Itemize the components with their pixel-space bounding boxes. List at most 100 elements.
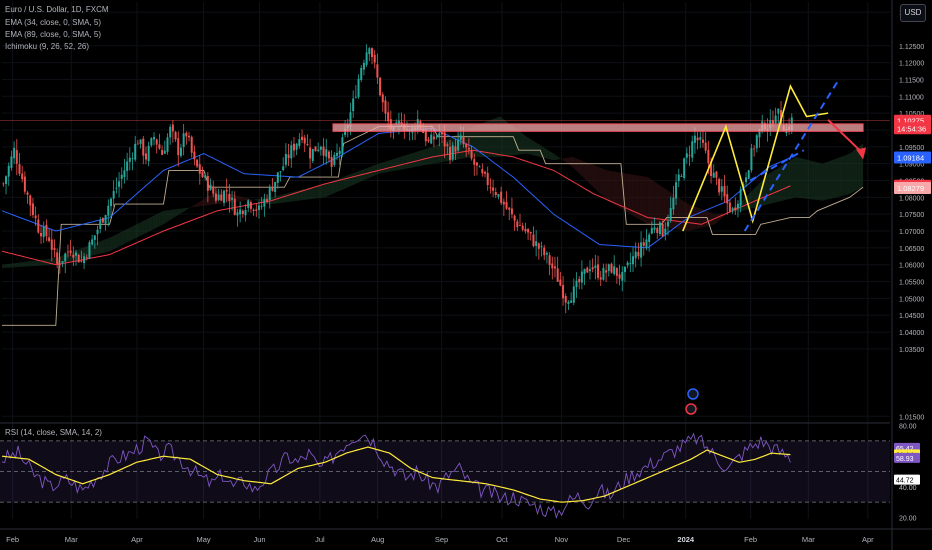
candle-body (691, 141, 694, 158)
price-tick-label: 1.12500 (899, 44, 924, 51)
candle-body (548, 255, 551, 266)
candle-body (594, 265, 597, 269)
candle-body (53, 248, 56, 250)
candle-body (562, 285, 565, 299)
cloud-segment (817, 162, 821, 201)
candle-body (720, 186, 723, 192)
price-tick-label: 1.06500 (899, 246, 924, 253)
candle-body (45, 224, 48, 237)
cloud-segment (289, 191, 293, 202)
candle-body (564, 295, 567, 303)
candle-body (430, 134, 433, 144)
cloud-segment (163, 210, 167, 225)
candle-body (10, 156, 13, 168)
cloud-segment (104, 238, 107, 253)
candle-body (295, 143, 298, 150)
cloud-segment (663, 187, 667, 228)
candle-body (123, 170, 126, 177)
candle-body (637, 252, 640, 257)
legend-rsi[interactable]: RSI (14, close, SMA, 14, 2) (5, 428, 102, 437)
cloud-segment (316, 185, 320, 199)
cloud-segment (397, 156, 401, 171)
candle-body (29, 195, 32, 206)
candle-body (306, 144, 309, 146)
cloud-segment (435, 144, 438, 164)
forecast-arrowhead (856, 147, 867, 160)
legend-symbol[interactable]: Euro / U.S. Dollar, 1D, FXCM (5, 5, 109, 14)
cloud-segment (106, 237, 110, 252)
candle-body (40, 233, 43, 237)
time-tick-label: Mar (65, 535, 78, 544)
candle-body (236, 212, 239, 216)
cloud-segment (790, 158, 794, 199)
cloud-segment (413, 151, 417, 168)
candle-body (572, 286, 575, 303)
cloud-segment (432, 145, 436, 164)
candle-body (217, 194, 220, 200)
cloud-segment (596, 166, 600, 193)
candle-body (292, 143, 295, 151)
cloud-segment (717, 213, 721, 222)
candle-body (193, 151, 196, 160)
cloud-segment (602, 168, 605, 199)
candle-body (567, 301, 570, 304)
candle-body (112, 190, 115, 199)
candle-body (621, 271, 624, 281)
candle-body (527, 229, 530, 233)
time-tick-label: Oct (496, 535, 509, 544)
cloud-segment (742, 198, 745, 211)
cloud-segment (658, 184, 662, 227)
candle-body (424, 130, 427, 142)
candle-body (513, 215, 516, 221)
cloud-segment (408, 153, 412, 169)
cloud-segment (776, 167, 780, 203)
candle-body (559, 279, 562, 286)
cloud-segment (849, 151, 853, 194)
rsi-label: 58.93 (896, 456, 914, 463)
candle-body (179, 147, 182, 156)
candle-body (37, 219, 40, 233)
candle-body (109, 198, 112, 207)
legend-ichimoku[interactable]: Ichimoku (9, 26, 52, 26) (5, 42, 90, 51)
cloud-segment (615, 171, 619, 207)
cloud-segment (470, 126, 473, 158)
candle-body (64, 253, 67, 262)
candle-body (144, 153, 147, 160)
cloud-segment (637, 175, 640, 220)
cloud-segment (588, 163, 592, 186)
time-tick-label: Apr (862, 535, 874, 544)
candle-body (462, 136, 465, 145)
candle-body (440, 132, 443, 135)
legend-ema34[interactable]: EMA (34, close, 0, SMA, 5) (5, 18, 102, 27)
cloud-segment (190, 205, 194, 208)
cloud-segment (211, 192, 215, 205)
cloud-segment (42, 259, 46, 266)
cloud-segment (346, 174, 350, 188)
candle-body (166, 137, 169, 152)
legend-ema89[interactable]: EMA (89, close, 0, SMA, 5) (5, 30, 102, 39)
resistance-zone (332, 123, 864, 132)
candle-body (473, 159, 476, 165)
time-tick-label: Apr (131, 535, 143, 544)
candle-body (529, 231, 532, 234)
cloud-segment (244, 197, 247, 201)
price-label-tag (894, 181, 931, 194)
cloud-segment (424, 148, 428, 166)
cloud-segment (370, 165, 374, 178)
candle-body (171, 124, 174, 132)
candle-body (15, 150, 18, 164)
candle-body (634, 251, 637, 259)
candle-body (653, 227, 656, 230)
candle-body (607, 264, 610, 272)
currency-button[interactable]: USD (900, 4, 926, 22)
candle-body (758, 129, 761, 138)
candle-body (139, 139, 142, 145)
cloud-segment (567, 157, 570, 166)
rsi-label: 65.42 (896, 446, 914, 453)
cloud-segment (351, 172, 355, 186)
cloud-segment (680, 198, 683, 231)
cloud-segment (389, 159, 393, 172)
candle-body (580, 271, 583, 283)
